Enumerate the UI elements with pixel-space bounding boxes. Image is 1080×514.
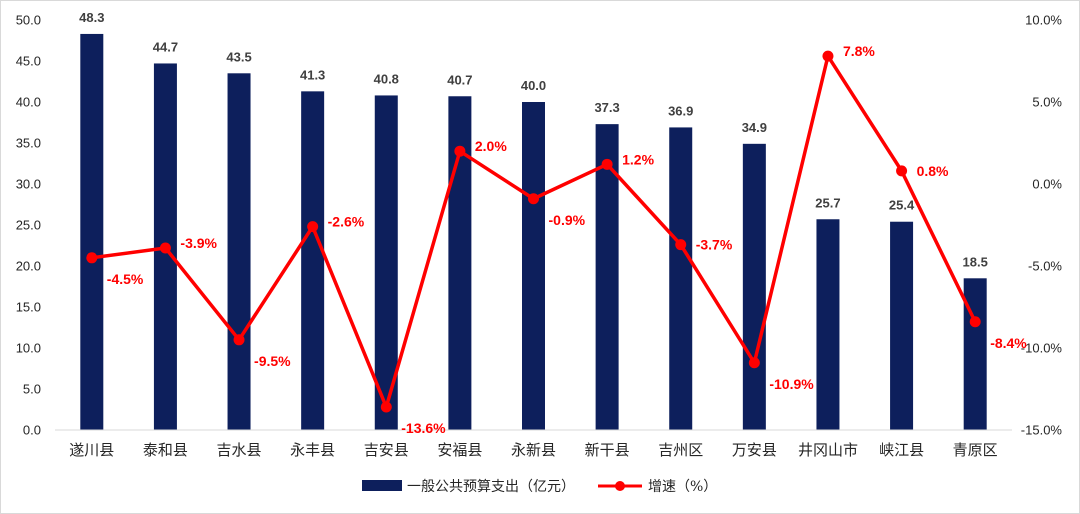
right-axis-tick-label: -15.0%: [1021, 423, 1063, 438]
category-tick-label: 遂川县: [69, 441, 114, 459]
category-tick-label: 新干县: [585, 441, 630, 459]
left-axis: 0.0 5.0 10.0 15.0 20.0 25.0 30.0 35.0 40.0 45.0 50…: [16, 13, 41, 438]
line-data-label: -8.4%: [990, 335, 1027, 351]
left-axis-tick-label: 25.0: [16, 218, 41, 233]
line-point: [675, 239, 687, 251]
line-point: [233, 334, 245, 346]
right-axis-tick-label: 10.0%: [1025, 13, 1062, 28]
left-axis-tick-label: 10.0: [16, 341, 41, 356]
line-data-label: -9.5%: [254, 353, 291, 369]
left-axis-tick-label: 30.0: [16, 177, 41, 192]
bar: [80, 33, 104, 430]
left-axis-tick-label: 50.0: [16, 13, 41, 28]
line-point: [822, 50, 834, 62]
bar: [963, 278, 987, 430]
bar: [448, 96, 472, 430]
line-point: [969, 316, 981, 328]
bar: [301, 91, 325, 430]
legend-line-label: 增速（%）: [648, 479, 717, 495]
bar: [816, 219, 840, 430]
bar-data-label: 25.7: [815, 195, 840, 210]
left-axis-tick-label: 40.0: [16, 95, 41, 110]
bar-data-label: 41.3: [300, 67, 325, 82]
line-data-labels: -4.5% -3.9% -9.5% -2.6% -13.6% 2.0% -0.9% 1.2% -…: [107, 43, 1028, 436]
line-data-label: 7.8%: [843, 43, 875, 59]
line-point: [528, 193, 539, 205]
bar-data-label: 40.7: [447, 72, 472, 87]
category-tick-label: 万安县: [732, 441, 777, 459]
bar: [374, 95, 398, 430]
category-tick-label: 峡江县: [879, 441, 924, 459]
bar: [227, 73, 251, 431]
bar: [742, 143, 766, 430]
bar-series: [80, 33, 987, 431]
bar-data-label: 18.5: [963, 254, 988, 269]
left-axis-tick-label: 45.0: [16, 54, 41, 69]
line-point: [86, 252, 98, 264]
right-axis-tick-label: 0.0%: [1032, 177, 1062, 192]
bar-data-label: 25.4: [889, 198, 915, 213]
right-axis: -15.0% -10.0% -5.0% 0.0% 5.0% 10.0%: [1021, 13, 1063, 438]
category-tick-label: 永新县: [511, 441, 556, 459]
bar: [669, 127, 693, 431]
legend: 一般公共预算支出（亿元） 增速（%）: [362, 479, 717, 495]
legend-bar-swatch: [362, 480, 402, 491]
line-point: [896, 165, 908, 177]
bar-data-label: 40.0: [521, 78, 546, 93]
category-tick-label: 泰和县: [143, 441, 188, 459]
right-axis-tick-label: -5.0%: [1028, 259, 1062, 274]
legend-line-marker: [615, 481, 625, 491]
bar: [522, 102, 545, 430]
line-data-label: -2.6%: [328, 214, 365, 230]
left-axis-tick-label: 15.0: [16, 300, 41, 315]
bar-data-label: 34.9: [742, 120, 767, 135]
line-point: [159, 242, 171, 254]
line-data-label: -3.7%: [696, 237, 733, 253]
bar-data-labels: 48.3 44.7 43.5 41.3 40.8 40.7 40.0 37.3 36.9 34.9…: [79, 10, 988, 269]
bar-data-label: 48.3: [79, 10, 104, 25]
line-series: [86, 50, 981, 413]
category-tick-label: 吉水县: [217, 441, 262, 459]
bar-data-label: 44.7: [153, 39, 178, 54]
category-tick-label: 吉州区: [658, 441, 703, 459]
left-axis-tick-label: 20.0: [16, 259, 41, 274]
bar-data-label: 36.9: [668, 103, 693, 118]
bar: [595, 124, 619, 430]
line-point: [454, 145, 466, 157]
legend-bar-label: 一般公共预算支出（亿元）: [407, 479, 575, 495]
line-point: [307, 221, 319, 233]
left-axis-tick-label: 0.0: [23, 423, 41, 438]
line-point: [748, 357, 760, 369]
left-axis-tick-label: 5.0: [23, 382, 41, 397]
line-data-label: -10.9%: [769, 376, 814, 392]
category-tick-label: 井冈山市: [798, 441, 858, 459]
line-point: [380, 401, 392, 413]
category-axis: 遂川县 泰和县 吉水县 永丰县 吉安县 安福县 永新县 新干县 吉州区 万安县 井冈山市 峡江县 青原区: [55, 429, 1012, 459]
category-tick-label: 安福县: [437, 441, 482, 459]
bar-data-label: 37.3: [594, 100, 619, 115]
line-data-label: 1.2%: [622, 151, 654, 167]
category-tick-label: 吉安县: [364, 441, 409, 459]
line-data-label: 0.8%: [917, 163, 949, 179]
category-tick-label: 青原区: [953, 441, 998, 459]
bar-data-label: 43.5: [226, 49, 251, 64]
category-tick-label: 永丰县: [290, 441, 335, 459]
line-data-label: -13.6%: [401, 420, 446, 436]
bar: [890, 221, 914, 430]
right-axis-tick-label: 5.0%: [1032, 95, 1062, 110]
line-point: [601, 158, 613, 170]
line-data-label: -4.5%: [107, 271, 144, 287]
bar-data-label: 40.8: [374, 71, 399, 86]
right-axis-tick-label: -10.0%: [1021, 341, 1063, 356]
line-data-label: -0.9%: [549, 212, 586, 228]
line-data-label: 2.0%: [475, 138, 507, 154]
left-axis-tick-label: 35.0: [16, 136, 41, 151]
line-data-label: -3.9%: [180, 235, 217, 251]
